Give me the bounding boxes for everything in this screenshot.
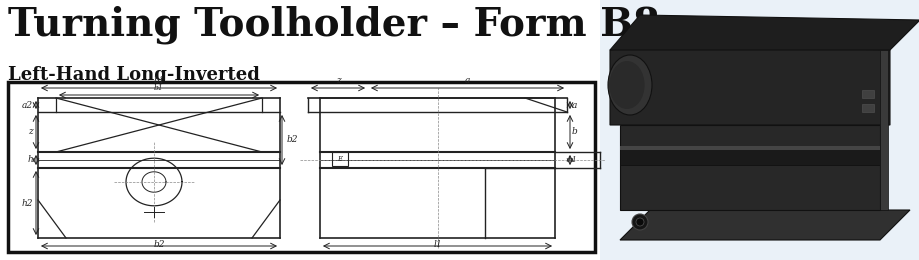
Text: b1: b1 <box>153 76 165 85</box>
Text: Left-Hand Long-Inverted: Left-Hand Long-Inverted <box>8 66 260 84</box>
Text: h: h <box>28 155 33 165</box>
Text: a2: a2 <box>22 101 33 109</box>
Bar <box>8 82 595 252</box>
Bar <box>600 0 919 260</box>
Text: b: b <box>572 127 577 136</box>
Bar <box>862 90 874 98</box>
Polygon shape <box>620 125 880 210</box>
Text: a: a <box>572 101 577 109</box>
Polygon shape <box>610 45 890 125</box>
Text: l1: l1 <box>433 240 442 249</box>
Bar <box>880 50 888 210</box>
Text: h1: h1 <box>567 156 577 164</box>
Text: b2: b2 <box>153 240 165 249</box>
Polygon shape <box>620 210 910 240</box>
Text: a: a <box>465 76 471 85</box>
Bar <box>620 147 880 165</box>
Bar <box>620 146 880 150</box>
Polygon shape <box>610 15 919 50</box>
Bar <box>600 0 919 260</box>
Ellipse shape <box>609 61 644 109</box>
Circle shape <box>636 218 644 226</box>
Circle shape <box>632 214 648 230</box>
Text: Turning Toolholder – Form B8: Turning Toolholder – Form B8 <box>8 5 660 43</box>
Bar <box>862 104 874 112</box>
Text: z: z <box>335 76 340 85</box>
Text: b2: b2 <box>287 135 298 145</box>
Ellipse shape <box>608 55 652 115</box>
Text: h2: h2 <box>21 198 33 207</box>
Text: E: E <box>337 155 343 163</box>
Text: z: z <box>28 127 33 136</box>
Text: b1: b1 <box>154 84 164 92</box>
Bar <box>332 152 348 166</box>
